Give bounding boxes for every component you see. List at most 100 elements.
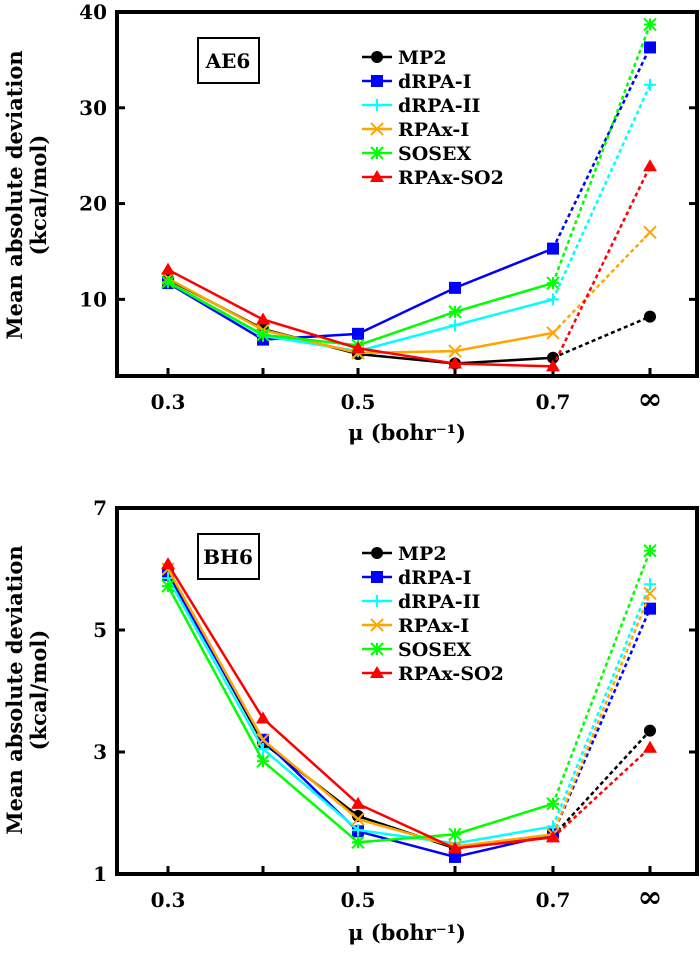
legend-label: MP2 (398, 47, 447, 69)
plot-frame (115, 10, 699, 378)
data-point (256, 312, 270, 325)
y-tick-label: 7 (93, 496, 107, 520)
y-tick-label: 10 (79, 287, 107, 311)
series-rpax-so2 (161, 159, 657, 372)
data-point (643, 17, 657, 32)
data-point (449, 281, 461, 294)
data-point (448, 827, 462, 842)
data-point (352, 824, 364, 837)
y-tick-label: 40 (79, 0, 107, 24)
data-point (448, 356, 462, 369)
y-tick-label: 5 (93, 618, 107, 642)
legend-marker (370, 122, 384, 136)
data-point (546, 797, 560, 811)
series-extrapolation-line (551, 592, 652, 835)
data-point (161, 579, 175, 593)
data-point (644, 578, 656, 591)
data-point (643, 159, 657, 172)
legend-entry: SOSEX (362, 639, 471, 661)
legend-marker (370, 146, 384, 160)
series-rpax-so2 (161, 557, 657, 854)
plot-frame (115, 506, 699, 876)
legend-marker (370, 618, 384, 632)
legend-marker (370, 642, 384, 656)
series-extrapolation-line (552, 231, 651, 334)
legend-entry: RPAx-SO2 (362, 663, 504, 685)
data-point (352, 327, 364, 340)
series-extrapolation-line (551, 608, 652, 835)
y-tick-label: 30 (79, 96, 107, 120)
legend-label: SOSEX (398, 639, 471, 661)
data-point (351, 812, 365, 826)
x-tick-label: ∞ (638, 382, 663, 417)
legend-label: RPAx-I (398, 119, 469, 141)
data-point (643, 740, 657, 753)
data-point (644, 310, 656, 323)
x-tick-label: ∞ (638, 880, 663, 915)
y-axis-label: Mean absolute deviation(kcal/mol) (2, 50, 51, 339)
data-point (546, 830, 560, 843)
data-point (547, 351, 559, 364)
legend-entry: RPAx-I (362, 119, 469, 141)
series-drpa-i (162, 569, 656, 863)
legend-entry: MP2 (362, 47, 447, 69)
legend-marker (371, 595, 383, 607)
series-extrapolation-line (552, 746, 651, 839)
legend-entry: dRPA-II (362, 95, 480, 117)
legend-entry: SOSEX (362, 143, 471, 165)
data-point (644, 78, 656, 91)
x-axis-label: μ (bohr⁻¹) (348, 420, 466, 445)
y-tick-label: 1 (93, 862, 107, 886)
series-rpax-i (161, 225, 657, 360)
x-tick-label: 0.3 (151, 888, 186, 912)
data-point (256, 711, 270, 724)
data-point (546, 359, 560, 372)
legend-label: dRPA-II (398, 591, 480, 613)
data-point (351, 796, 365, 809)
data-point (256, 754, 270, 768)
data-point (449, 319, 461, 332)
data-point (448, 344, 462, 358)
data-point (257, 742, 269, 755)
data-point (448, 841, 462, 854)
y-tick-label: 3 (93, 740, 107, 764)
panel-label: BH6 (203, 545, 253, 569)
panel-label-box (197, 37, 260, 84)
data-point (161, 557, 175, 570)
legend-label: MP2 (398, 543, 447, 565)
series-extrapolation-line (552, 729, 651, 838)
legend-entry: dRPA-I (362, 71, 472, 93)
data-point (547, 293, 559, 306)
series-extrapolation-line (551, 46, 652, 250)
series-line (167, 247, 554, 341)
legend-label: dRPA-II (398, 95, 480, 117)
data-point (547, 242, 559, 255)
data-point (449, 850, 461, 863)
legend-marker (371, 547, 383, 559)
data-point (643, 543, 657, 558)
legend-marker (370, 170, 384, 182)
data-point (161, 262, 175, 275)
legend-entry: dRPA-I (362, 567, 472, 589)
legend-label: SOSEX (398, 143, 471, 165)
data-point (643, 586, 657, 601)
legend-marker (371, 51, 383, 63)
x-tick-label: 0.7 (536, 888, 571, 912)
data-point (546, 276, 560, 290)
series-extrapolation-line (551, 583, 652, 827)
panel-bh6: 1 3 5 7 0.3 0.5 0.7 ∞ μ (bohr⁻¹) Mean absolute de… (2, 496, 699, 945)
legend-label: RPAx-SO2 (398, 663, 504, 685)
legend-marker (371, 99, 383, 111)
legend-entry: RPAx-I (362, 615, 469, 637)
series-sosex (161, 543, 657, 849)
data-point (644, 602, 656, 615)
x-tick-label: 0.7 (536, 390, 571, 414)
legend-entry: MP2 (362, 543, 447, 565)
series-extrapolation-line (551, 165, 652, 367)
x-tick-label: 0.3 (151, 390, 186, 414)
data-point (256, 328, 270, 342)
data-point (256, 733, 270, 747)
data-point (546, 326, 560, 340)
legend-marker (371, 75, 383, 87)
